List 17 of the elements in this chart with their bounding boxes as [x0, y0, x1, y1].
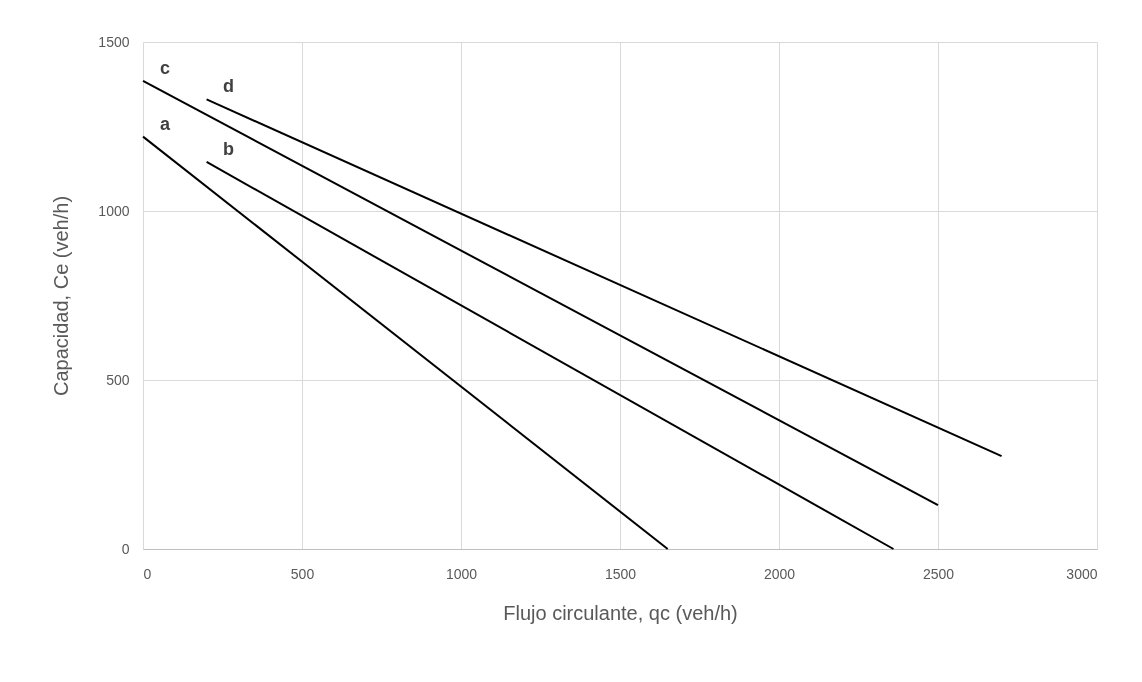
y-axis-title: Capacidad, Ce (veh/h) [50, 195, 73, 397]
x-tick-label: 3000 [1066, 565, 1098, 582]
x-tick-label: 500 [290, 565, 315, 582]
x-axis-title: Flujo circulante, qc (veh/h) [503, 601, 738, 624]
y-tick-label: 0 [121, 540, 130, 557]
series-label: a [159, 113, 171, 134]
x-tick-label: 2000 [763, 565, 796, 582]
x-tick-label: 1000 [445, 565, 478, 582]
series-label: d [223, 76, 235, 97]
x-tick-label: 2500 [922, 565, 955, 582]
x-tick-label: 1500 [604, 565, 637, 582]
y-tick-label: 1500 [98, 33, 130, 50]
x-tick-label: 0 [143, 565, 152, 582]
y-tick-label: 1000 [98, 202, 130, 219]
y-tick-label: 500 [106, 371, 130, 388]
series-label: c [159, 57, 171, 78]
series-label: b [223, 138, 235, 159]
